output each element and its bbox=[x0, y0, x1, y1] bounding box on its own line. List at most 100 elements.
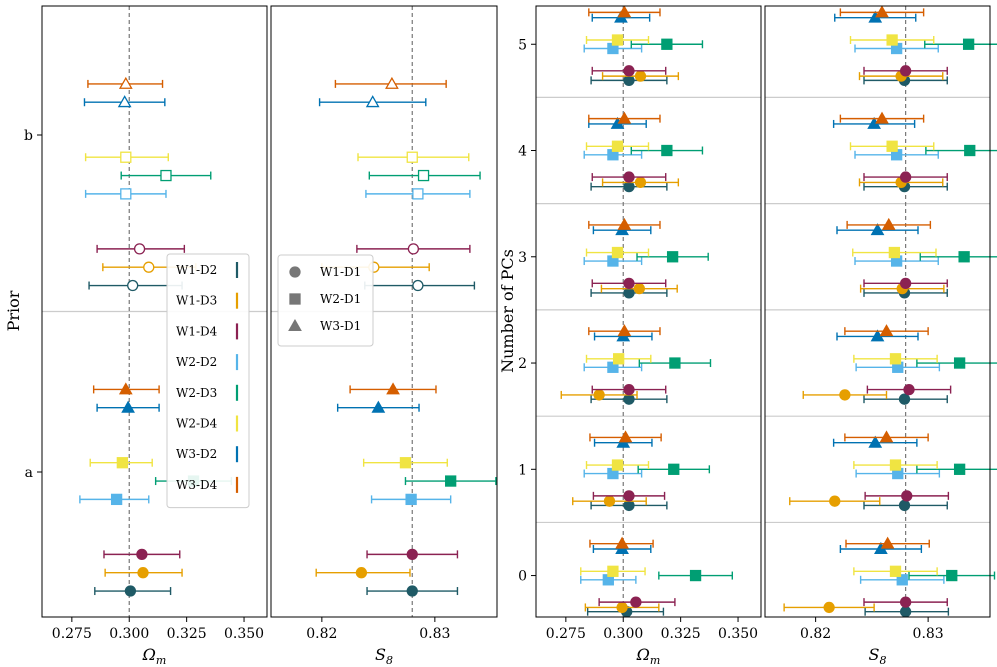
data-marker bbox=[898, 499, 911, 512]
data-marker bbox=[623, 74, 635, 87]
x-tick-label: 0.82 bbox=[800, 626, 831, 642]
data-marker bbox=[898, 393, 911, 405]
data-marker bbox=[406, 585, 418, 597]
data-point bbox=[836, 329, 919, 342]
y-tick-label: a bbox=[25, 465, 33, 481]
data-point bbox=[591, 65, 667, 77]
data-marker bbox=[618, 430, 633, 443]
data-marker bbox=[133, 243, 146, 255]
x-axis-label: S8 bbox=[375, 645, 393, 667]
data-marker bbox=[118, 382, 133, 395]
data-marker bbox=[875, 5, 889, 18]
x-axis-label-subscript: m bbox=[156, 654, 166, 667]
data-point bbox=[585, 34, 650, 46]
data-marker bbox=[399, 457, 412, 469]
data-point bbox=[839, 111, 925, 124]
data-point bbox=[908, 569, 996, 582]
data-marker bbox=[617, 5, 632, 18]
data-point bbox=[84, 188, 167, 200]
data-point bbox=[366, 548, 459, 561]
data-marker bbox=[888, 246, 901, 259]
y-tick-label: 1 bbox=[518, 462, 527, 478]
data-marker bbox=[623, 171, 635, 183]
data-point bbox=[404, 475, 497, 487]
legend-marker-circle-icon bbox=[289, 266, 301, 278]
data-point bbox=[601, 70, 680, 82]
data-point bbox=[104, 567, 183, 579]
data-point bbox=[590, 74, 668, 87]
data-point bbox=[79, 493, 150, 506]
x-tick-label: 0.275 bbox=[546, 626, 586, 642]
data-point bbox=[580, 565, 646, 577]
data-marker bbox=[668, 463, 680, 475]
data-point bbox=[356, 243, 471, 255]
data-point bbox=[588, 217, 661, 230]
x-axis-label-subscript: 8 bbox=[879, 654, 886, 667]
x-axis-label: Ωm bbox=[636, 645, 661, 667]
data-marker bbox=[666, 251, 679, 263]
x-tick-label: 0.325 bbox=[661, 626, 701, 642]
data-marker bbox=[870, 223, 885, 236]
data-marker bbox=[121, 400, 135, 413]
data-marker bbox=[623, 277, 635, 289]
legend-markers: W1-D1 W2-D1 W3-D1 bbox=[277, 254, 374, 347]
data-marker bbox=[889, 353, 902, 365]
data-point bbox=[585, 140, 650, 152]
data-point bbox=[103, 548, 181, 561]
data-point bbox=[844, 324, 929, 337]
data-marker bbox=[823, 601, 835, 614]
data-point bbox=[863, 596, 948, 608]
x-tick-label: 0.275 bbox=[52, 626, 92, 642]
data-point bbox=[590, 287, 668, 299]
data-point bbox=[853, 565, 938, 577]
x-tick-label: 0.350 bbox=[718, 626, 758, 642]
legend-label: W1-D2 bbox=[176, 263, 217, 277]
data-marker bbox=[611, 140, 624, 152]
data-point bbox=[585, 459, 650, 471]
legend-label: W1-D4 bbox=[176, 324, 218, 338]
data-point bbox=[589, 430, 662, 443]
data-marker bbox=[630, 596, 642, 608]
data-marker bbox=[899, 171, 912, 183]
data-point bbox=[364, 279, 476, 292]
legend-label: W2-D1 bbox=[320, 292, 361, 306]
data-point bbox=[783, 601, 875, 614]
data-point bbox=[590, 499, 668, 512]
data-point bbox=[855, 361, 941, 373]
data-marker bbox=[616, 601, 628, 614]
legend-label: W2-D3 bbox=[176, 386, 217, 400]
data-point bbox=[859, 574, 945, 586]
data-marker bbox=[953, 357, 966, 369]
panel-left-s8: 0.82 0.83 S8 bbox=[270, 5, 498, 667]
data-marker bbox=[634, 70, 647, 82]
data-marker bbox=[611, 246, 624, 259]
x-axis-label: S8 bbox=[869, 645, 887, 667]
axes-frame bbox=[41, 5, 268, 618]
data-point bbox=[637, 463, 711, 475]
data-point bbox=[585, 353, 652, 365]
data-point bbox=[802, 389, 888, 401]
data-marker bbox=[124, 585, 137, 597]
data-point bbox=[844, 430, 929, 443]
x-tick-label: 0.82 bbox=[306, 626, 337, 642]
data-point bbox=[592, 490, 666, 502]
data-marker bbox=[406, 151, 418, 163]
data-point bbox=[849, 140, 935, 152]
data-point bbox=[572, 495, 647, 507]
data-point bbox=[84, 151, 169, 163]
legend-label: W3-D2 bbox=[176, 447, 217, 461]
data-point bbox=[584, 601, 660, 614]
legend-label: W2-D2 bbox=[176, 355, 217, 369]
data-point bbox=[638, 357, 712, 369]
data-marker bbox=[617, 111, 632, 124]
data-point bbox=[916, 357, 997, 369]
data-point bbox=[832, 116, 916, 129]
data-marker bbox=[868, 435, 883, 448]
data-point bbox=[357, 151, 470, 163]
legend-colors: W1-D2 W1-D3 W1-D4 W2-D2 W2-D3 W2-D4 W3-D2 W3-D4 bbox=[166, 253, 250, 509]
data-marker bbox=[886, 140, 898, 152]
data-marker bbox=[839, 389, 851, 401]
data-point bbox=[630, 38, 704, 50]
data-marker bbox=[617, 217, 632, 230]
data-point bbox=[849, 34, 935, 46]
